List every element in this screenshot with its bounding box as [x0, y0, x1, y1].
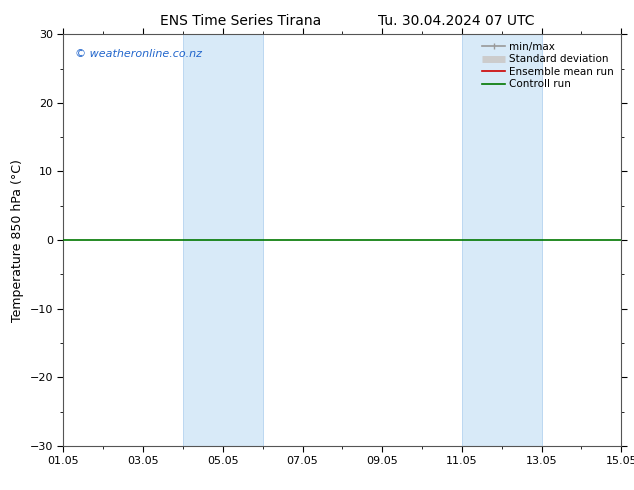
Bar: [183, 34, 262, 446]
Legend: min/max, Standard deviation, Ensemble mean run, Controll run: min/max, Standard deviation, Ensemble me…: [480, 40, 616, 92]
Bar: [462, 34, 541, 446]
Text: © weatheronline.co.nz: © weatheronline.co.nz: [75, 49, 202, 59]
Text: ENS Time Series Tirana: ENS Time Series Tirana: [160, 14, 321, 28]
Y-axis label: Temperature 850 hPa (°C): Temperature 850 hPa (°C): [11, 159, 24, 321]
Text: Tu. 30.04.2024 07 UTC: Tu. 30.04.2024 07 UTC: [378, 14, 534, 28]
